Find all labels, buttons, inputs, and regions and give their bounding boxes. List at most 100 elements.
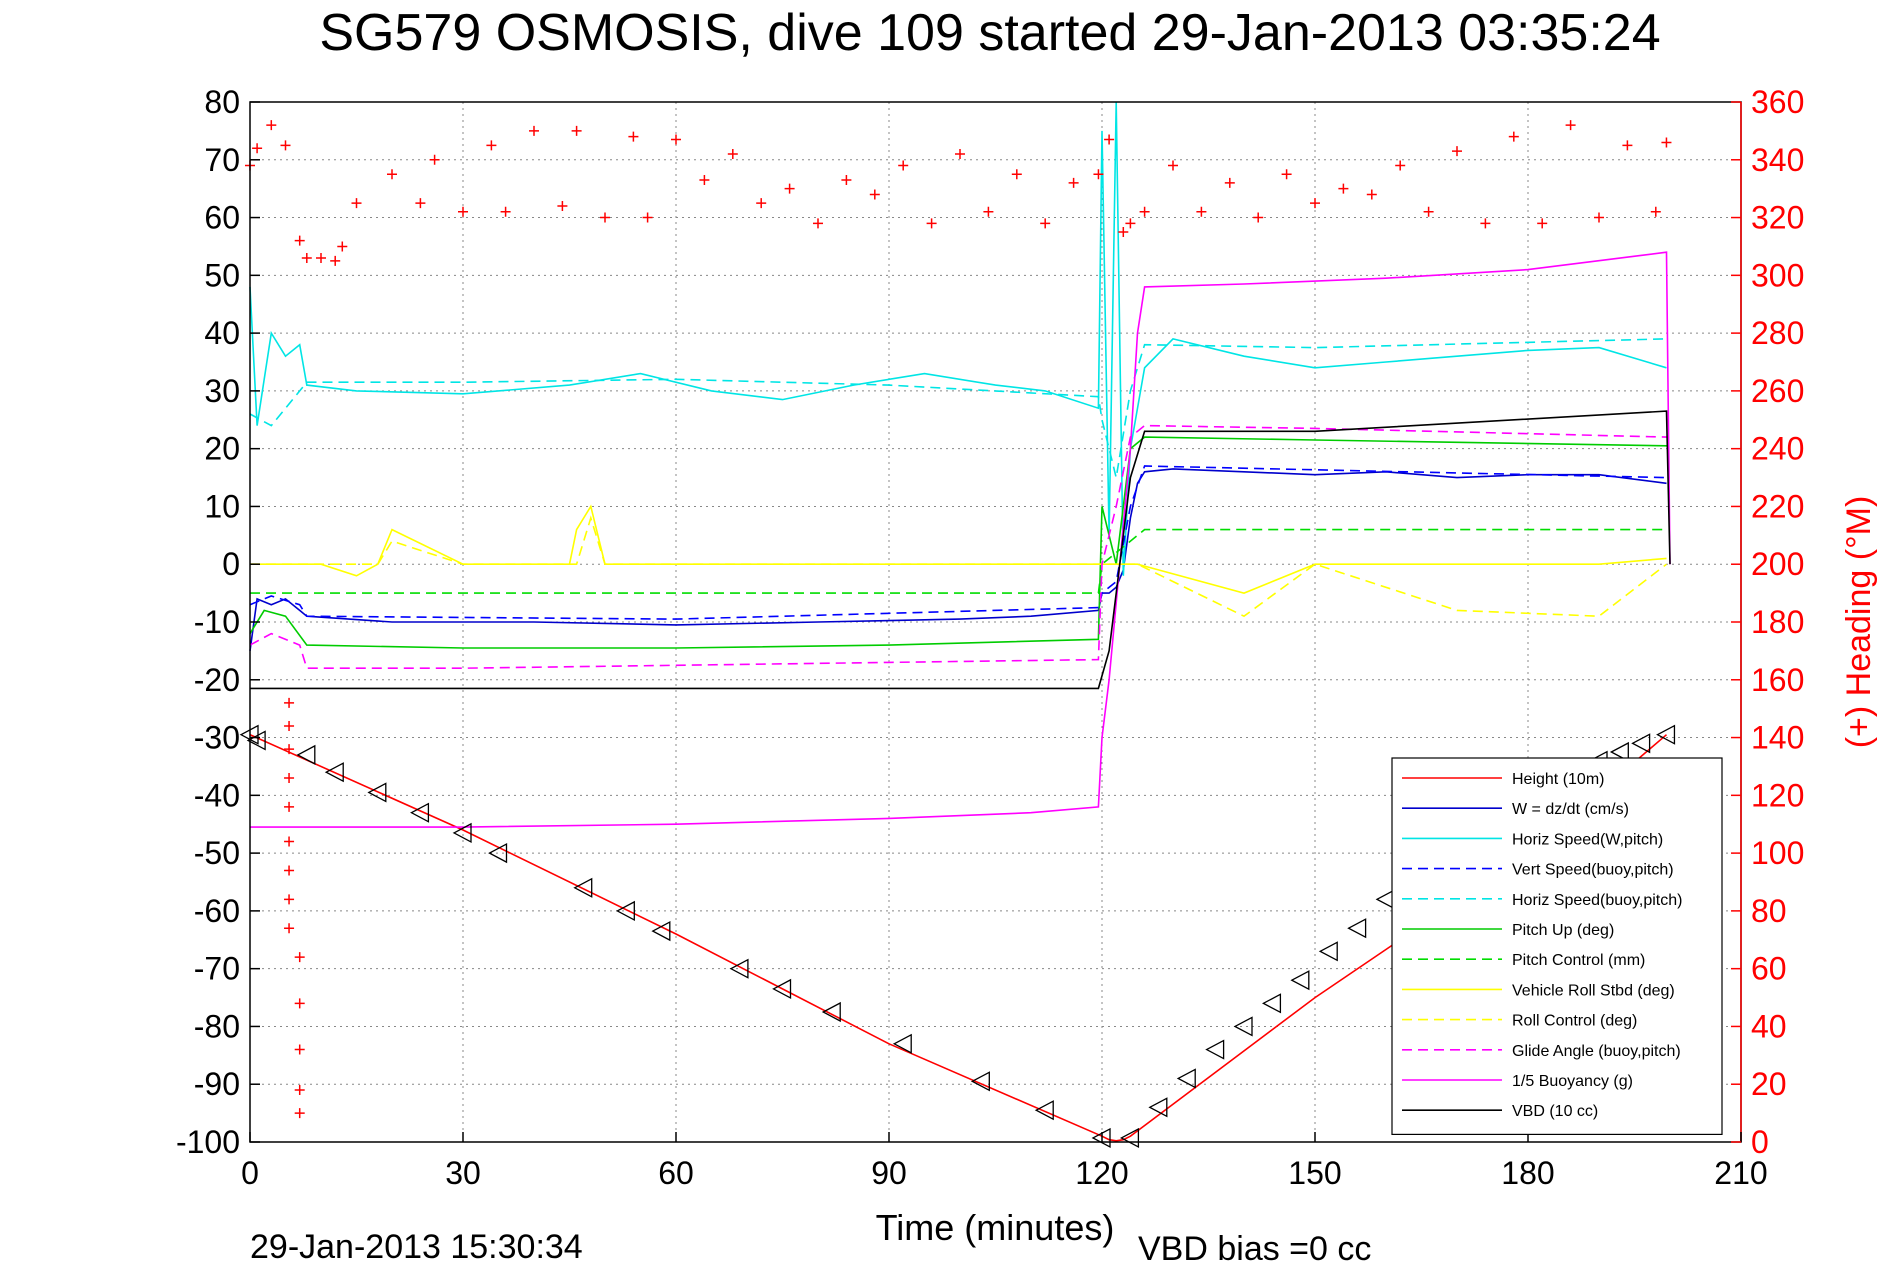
triangle-marker bbox=[1290, 970, 1310, 991]
plus-marker bbox=[1594, 212, 1604, 223]
series-roll-control-deg bbox=[250, 515, 1667, 618]
plus-marker bbox=[387, 169, 397, 180]
plus-marker bbox=[628, 131, 639, 142]
series-w-dz-dt-cm-s bbox=[249, 468, 1667, 652]
plus-marker bbox=[280, 140, 291, 151]
triangle-marker bbox=[821, 1001, 841, 1023]
plus-marker bbox=[1011, 169, 1022, 180]
y-tick-label: 30 bbox=[204, 373, 240, 409]
plus-marker bbox=[351, 198, 362, 209]
plus-marker bbox=[252, 143, 263, 154]
plus-marker bbox=[1118, 227, 1129, 237]
plus-marker bbox=[1508, 131, 1519, 142]
plus-marker bbox=[699, 175, 710, 185]
plus-marker bbox=[330, 255, 341, 266]
series-vbd-10-cc bbox=[250, 410, 1671, 690]
y-tick-label: 50 bbox=[204, 257, 240, 293]
x-tick-label: 210 bbox=[1714, 1155, 1767, 1191]
plus-marker bbox=[841, 175, 852, 185]
x-tick-label: 0 bbox=[241, 1155, 259, 1191]
legend-entry: Glide Angle (buoy,pitch) bbox=[1512, 1043, 1681, 1060]
plus-marker bbox=[1480, 218, 1491, 229]
plus-marker bbox=[284, 836, 295, 847]
plus-marker bbox=[898, 160, 909, 171]
triangle-marker bbox=[1034, 1100, 1054, 1121]
plus-marker bbox=[756, 198, 767, 209]
plus-marker bbox=[955, 149, 965, 159]
plus-marker bbox=[671, 134, 681, 145]
plus-marker bbox=[1452, 146, 1462, 157]
triangle-marker bbox=[1176, 1068, 1196, 1089]
right-tick-label: 0 bbox=[1751, 1124, 1769, 1160]
triangle-marker bbox=[1205, 1039, 1225, 1060]
plus-marker bbox=[429, 154, 440, 165]
plus-marker bbox=[1622, 140, 1633, 151]
triangle-marker bbox=[488, 843, 508, 864]
y-tick-label: -100 bbox=[176, 1124, 240, 1160]
plus-marker bbox=[500, 206, 511, 217]
x-tick-label: 180 bbox=[1501, 1155, 1554, 1191]
triangle-marker bbox=[970, 1071, 990, 1092]
plus-marker bbox=[1125, 218, 1136, 229]
plus-marker bbox=[1068, 177, 1079, 188]
right-tick-label: 340 bbox=[1751, 142, 1804, 178]
plus-marker bbox=[294, 998, 305, 1009]
plus-marker bbox=[869, 189, 880, 200]
series-markers-13 bbox=[284, 697, 305, 1119]
plus-marker bbox=[486, 140, 497, 151]
legend-entry: Roll Control (deg) bbox=[1512, 1013, 1637, 1030]
series-horiz-speed-w-pitch bbox=[249, 101, 1667, 576]
y-tick-label: -90 bbox=[194, 1066, 240, 1102]
series-markers-12 bbox=[245, 120, 1672, 266]
plus-marker bbox=[266, 120, 277, 131]
plus-marker bbox=[1565, 120, 1576, 131]
triangle-marker bbox=[772, 978, 792, 999]
triangle-marker bbox=[367, 782, 387, 803]
plus-marker bbox=[294, 1044, 305, 1055]
plus-marker bbox=[1093, 169, 1104, 180]
plus-marker bbox=[926, 218, 937, 229]
triangle-marker bbox=[452, 822, 472, 843]
plus-marker bbox=[284, 865, 295, 876]
plus-marker bbox=[415, 198, 426, 209]
plus-marker bbox=[316, 253, 326, 263]
plus-marker bbox=[1395, 160, 1406, 171]
y-tick-label: 40 bbox=[204, 315, 240, 351]
right-tick-label: 260 bbox=[1751, 373, 1804, 409]
plus-marker bbox=[1253, 212, 1264, 223]
triangle-marker bbox=[410, 802, 430, 823]
footer-timestamp: 29-Jan-2013 15:30:34 bbox=[250, 1228, 583, 1262]
plus-marker bbox=[642, 212, 653, 223]
y-tick-label: -50 bbox=[194, 835, 240, 871]
plus-marker bbox=[294, 235, 305, 246]
triangle-marker bbox=[324, 762, 344, 783]
plus-marker bbox=[458, 206, 468, 217]
series-layer bbox=[239, 101, 1676, 1149]
axis-ticks: 0 30 60 90 120 150 180 21080706050403020100-10-… bbox=[176, 84, 1804, 1191]
legend-entry: Horiz Speed(W,pitch) bbox=[1512, 831, 1663, 848]
series-vehicle-roll-stbd-deg bbox=[250, 504, 1667, 594]
plus-marker bbox=[284, 923, 295, 934]
plus-marker bbox=[1224, 177, 1235, 188]
legend-entry: Horiz Speed(buoy,pitch) bbox=[1512, 892, 1682, 909]
y-tick-label: -70 bbox=[194, 951, 240, 987]
triangle-marker bbox=[615, 900, 635, 921]
chart-title: SG579 OSMOSIS, dive 109 started 29-Jan-2… bbox=[319, 4, 1660, 62]
series-glide-angle-buoy-pitch bbox=[249, 424, 1667, 670]
series-vert-speed-buoy-pitch bbox=[249, 465, 1667, 620]
plus-marker bbox=[284, 773, 295, 783]
plus-marker bbox=[571, 125, 582, 136]
plus-marker bbox=[1338, 183, 1349, 194]
triangle-marker bbox=[1233, 1016, 1253, 1037]
right-tick-label: 140 bbox=[1751, 720, 1804, 756]
right-tick-label: 220 bbox=[1751, 488, 1804, 524]
triangle-marker bbox=[1347, 918, 1367, 939]
right-tick-label: 100 bbox=[1751, 835, 1804, 871]
plus-marker bbox=[813, 218, 823, 229]
legend-box bbox=[1391, 757, 1723, 1135]
right-tick-label: 320 bbox=[1751, 200, 1804, 236]
triangle-marker bbox=[573, 877, 593, 898]
footer-vbd-bias: VBD bias =0 cc bbox=[1138, 1230, 1371, 1262]
plus-marker bbox=[1537, 218, 1548, 229]
plus-marker bbox=[983, 206, 994, 217]
